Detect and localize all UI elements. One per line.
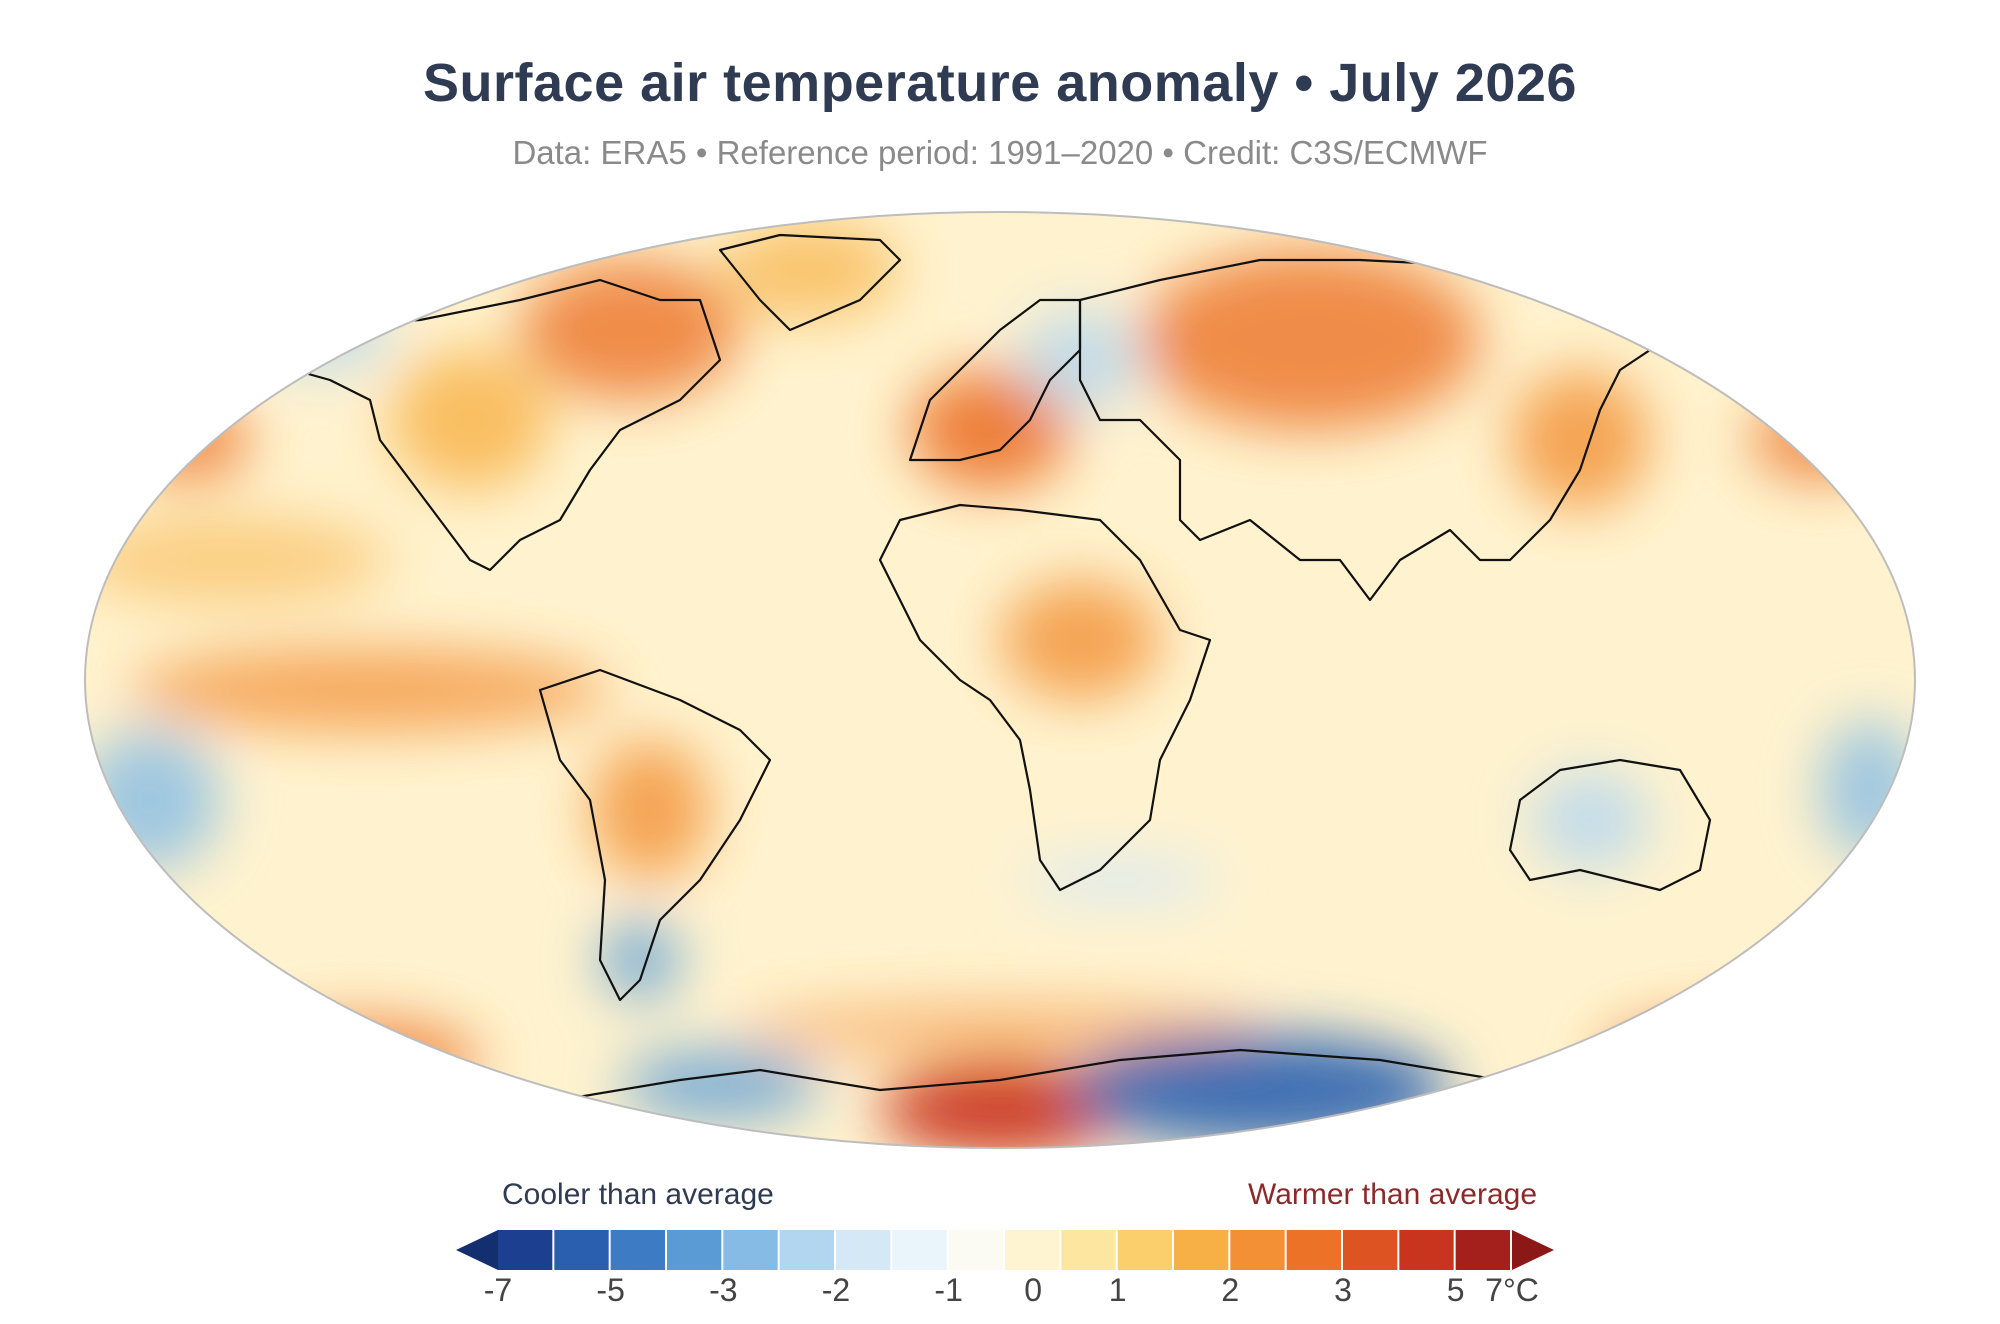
warm-anomaly-region — [880, 1065, 1120, 1148]
color-bar-swatch — [1286, 1230, 1341, 1270]
cool-anomaly-region — [1020, 855, 1220, 905]
cool-anomaly-region — [1530, 770, 1650, 870]
antarctica-coastline — [438, 1048, 1582, 1148]
globe-outline — [84, 211, 1916, 1149]
color-bar-min-arrow — [456, 1230, 498, 1270]
greenland-coastline — [718, 233, 902, 332]
cool-anomaly-region — [600, 920, 680, 1000]
color-bar-swatch — [892, 1230, 947, 1270]
warm-anomaly-region — [1750, 400, 1890, 480]
map-subtitle: Data: ERA5 • Reference period: 1991–2020… — [512, 134, 1488, 171]
color-bar — [456, 1230, 1554, 1270]
color-bar-tick-label: -5 — [596, 1272, 625, 1308]
africa-coastline — [878, 503, 1212, 892]
color-bar-tick-label: 3 — [1334, 1272, 1352, 1308]
color-bar-swatch — [1230, 1230, 1285, 1270]
map-title: Surface air temperature anomaly • July 2… — [423, 53, 1577, 113]
color-bar-swatch — [948, 1230, 1003, 1270]
warm-anomaly-region — [130, 648, 610, 732]
color-bar-swatch — [1174, 1230, 1229, 1270]
color-bar-swatch — [1117, 1230, 1172, 1270]
color-bar-swatch — [1343, 1230, 1398, 1270]
warm-anomaly-region — [130, 400, 250, 480]
color-bar-swatch — [1005, 1230, 1060, 1270]
color-bar-swatch — [498, 1230, 553, 1270]
warm-anomaly-region — [720, 220, 900, 320]
warm-anomaly-region — [390, 350, 550, 490]
australia-coastline — [1508, 758, 1712, 892]
cool-anomaly-region — [85, 730, 220, 870]
south-america-coastline — [538, 668, 772, 1002]
warm-anomaly-region — [1000, 580, 1160, 700]
warm-anomaly-region — [85, 515, 390, 605]
color-bar-swatch — [779, 1230, 834, 1270]
color-bar-max-arrow — [1512, 1230, 1554, 1270]
color-bar-tick-label: 7°C — [1485, 1272, 1539, 1308]
color-bar-tick-label: -7 — [483, 1272, 513, 1308]
warm-anomaly-region — [1600, 1020, 1840, 1100]
color-bar-swatch — [723, 1230, 778, 1270]
globe — [85, 212, 1915, 1148]
north-america-coastline — [256, 278, 722, 572]
color-bar-swatch — [836, 1230, 891, 1270]
cool-anomaly-region — [250, 290, 390, 370]
warm-anomaly-region — [590, 740, 710, 880]
warm-anomaly-region — [240, 1020, 480, 1100]
color-bar-tick-label: -1 — [934, 1272, 963, 1308]
color-bar-tick-label: 1 — [1108, 1272, 1127, 1308]
cool-anomaly-region — [1820, 720, 1915, 860]
color-bar-swatch — [610, 1230, 665, 1270]
warm-anomaly-region — [740, 1004, 1260, 1056]
color-bar-swatch — [667, 1230, 722, 1270]
color-bar-swatch — [554, 1230, 609, 1270]
warm-anomaly-region — [520, 260, 740, 400]
cool-anomaly-region — [620, 1050, 820, 1120]
color-bar-tick-label: -3 — [709, 1272, 738, 1308]
color-bar-swatch — [1061, 1230, 1116, 1270]
warm-anomaly-region — [1140, 250, 1480, 430]
coastlines — [256, 233, 1712, 1148]
color-bar-tick-label: 5 — [1446, 1272, 1465, 1308]
color-bar-tick-label: 0 — [1024, 1272, 1043, 1308]
warmer-label: Warmer than average — [1248, 1178, 1538, 1211]
color-bar-tick-label: 2 — [1221, 1272, 1240, 1308]
color-bar-swatch — [1399, 1230, 1454, 1270]
color-bar-tick-label: -2 — [821, 1272, 851, 1308]
cooler-label: Cooler than average — [502, 1178, 774, 1211]
color-bar-swatch — [1455, 1230, 1510, 1270]
warm-anomaly-region — [1510, 370, 1650, 510]
